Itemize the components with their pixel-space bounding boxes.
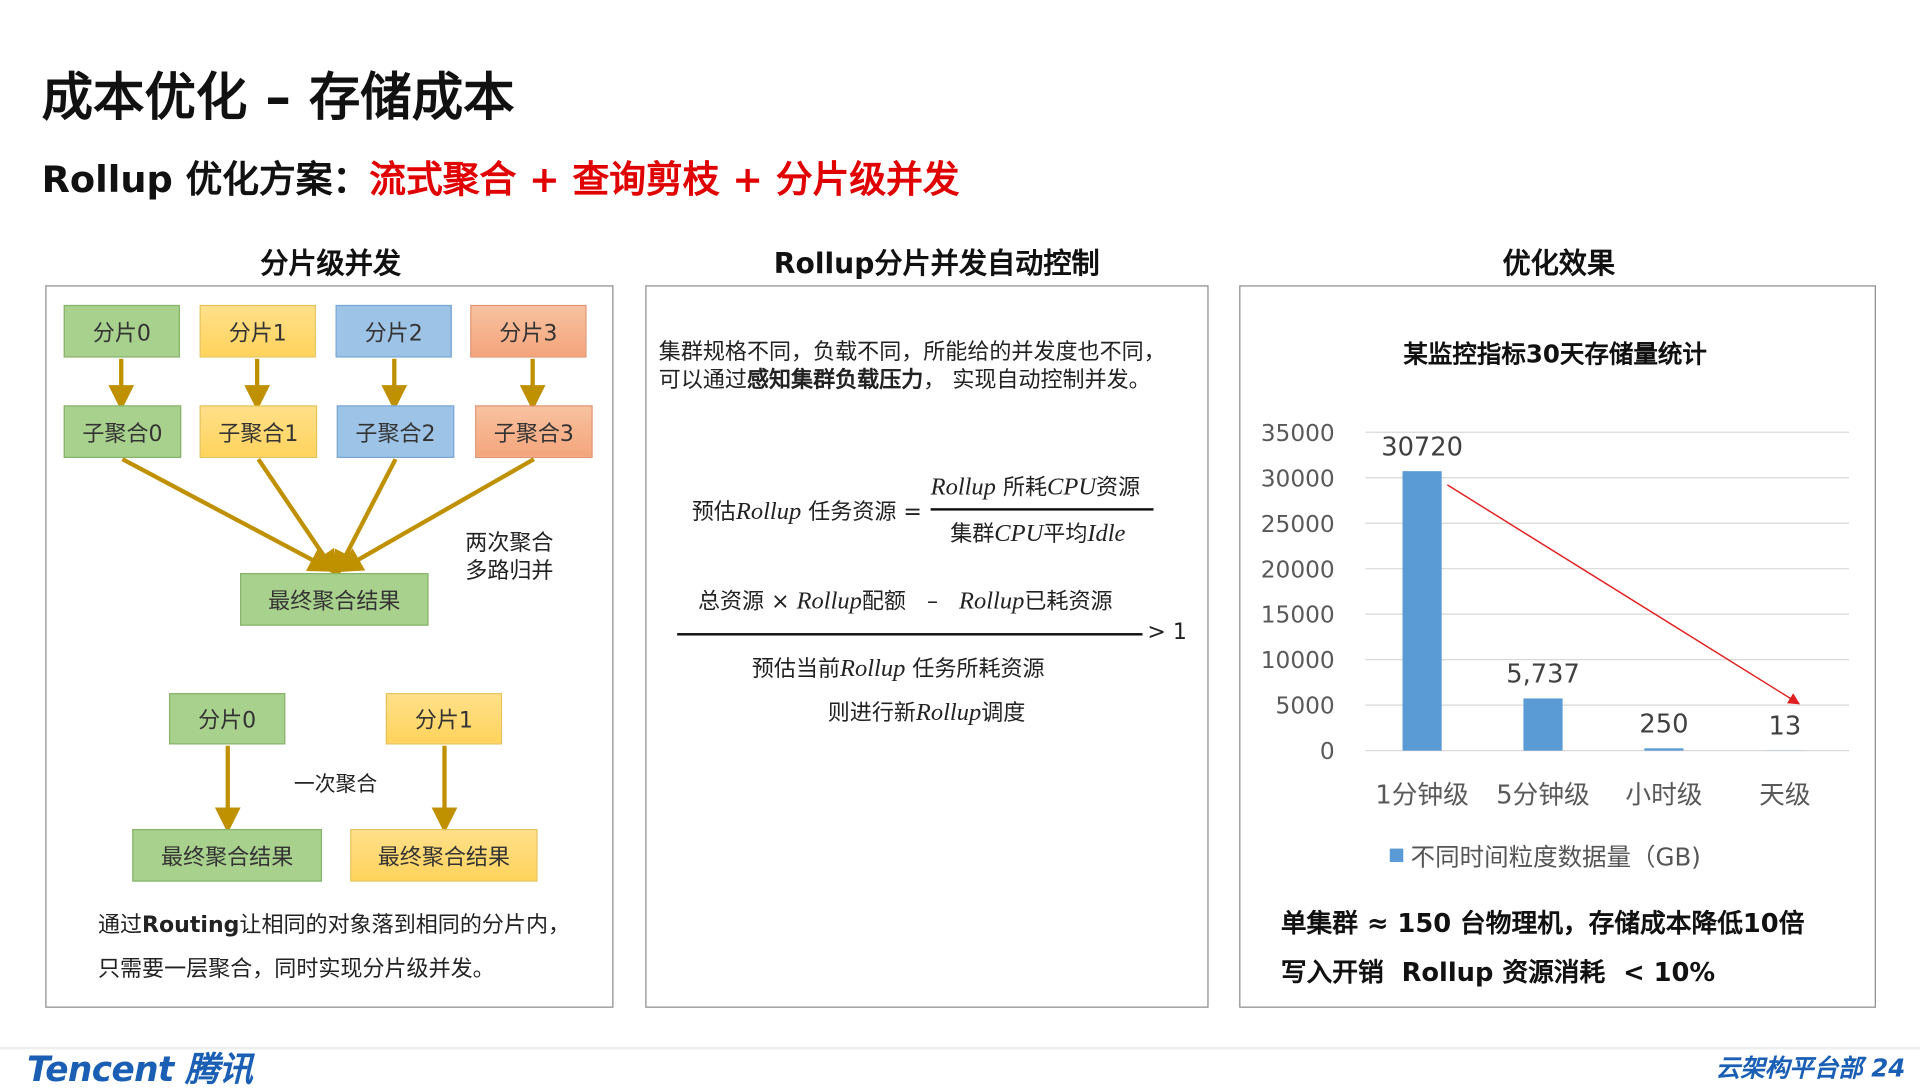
data-label: 250 (1639, 709, 1688, 739)
summary-line2: 写入开销 Rollup 资源消耗 < 10% (1281, 953, 1715, 990)
trend-arrow (1447, 485, 1797, 703)
bar (1403, 471, 1442, 750)
y-tick-label: 10000 (1261, 647, 1335, 674)
y-tick-label: 15000 (1261, 602, 1335, 629)
data-label: 30720 (1381, 432, 1463, 462)
bar (1523, 698, 1562, 750)
footer-dept: 云架构平台部 24 (1716, 1048, 1906, 1084)
x-tick-label: 5分钟级 (1496, 780, 1589, 810)
y-tick-label: 0 (1320, 738, 1335, 765)
legend-swatch (1390, 849, 1403, 862)
summary-line1: 单集群 ≈ 150 台物理机，存储成本降低10倍 (1281, 904, 1805, 941)
chart-legend: 不同时间粒度数据量（GB) (1390, 838, 1701, 874)
bar (1644, 748, 1683, 750)
tencent-logo: Tencent 腾讯 (27, 1043, 252, 1092)
footer-divider (0, 1047, 1920, 1049)
y-tick-label: 5000 (1276, 693, 1335, 720)
y-tick-label: 30000 (1261, 465, 1335, 492)
y-tick-label: 20000 (1261, 556, 1335, 583)
x-tick-label: 天级 (1759, 780, 1810, 810)
y-tick-label: 35000 (1261, 420, 1335, 447)
x-tick-label: 1分钟级 (1375, 780, 1468, 810)
y-tick-label: 25000 (1261, 511, 1335, 538)
data-label: 5,737 (1506, 660, 1580, 690)
legend-label: 不同时间粒度数据量（GB) (1411, 838, 1701, 874)
x-tick-label: 小时级 (1625, 780, 1702, 810)
data-label: 13 (1769, 712, 1802, 742)
